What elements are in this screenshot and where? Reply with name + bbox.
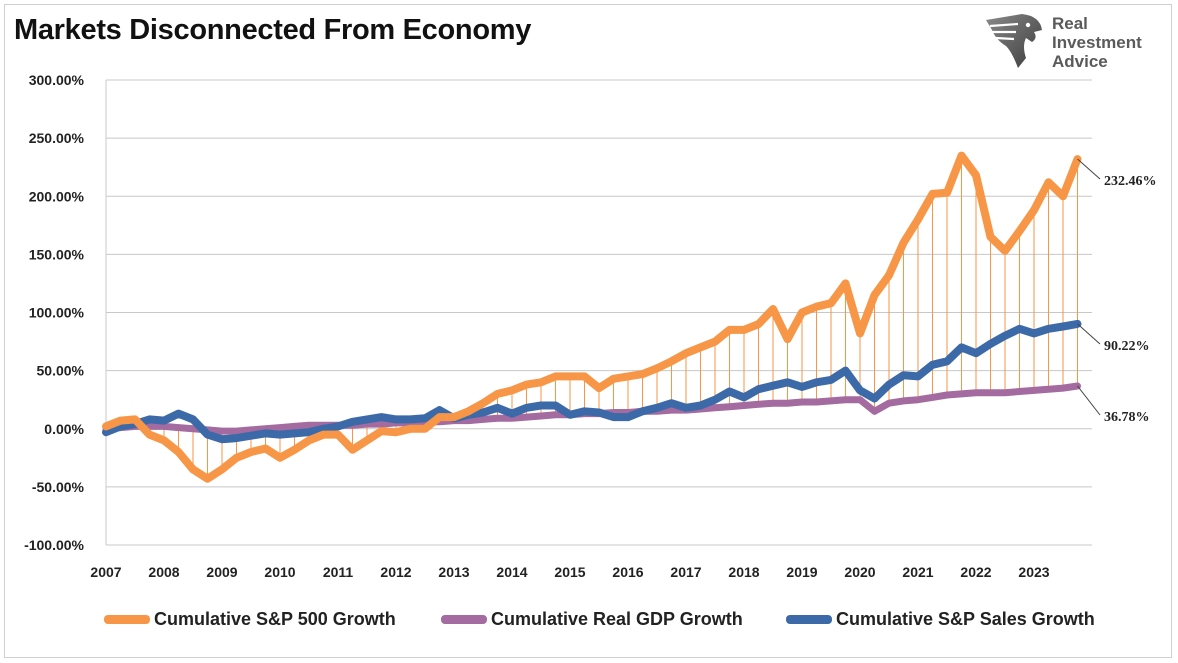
- x-tick-label: 2020: [844, 564, 875, 580]
- x-tick-label: 2016: [612, 564, 643, 580]
- legend-label: Cumulative S&P 500 Growth: [154, 608, 396, 629]
- legend-item: Cumulative S&P 500 Growth: [104, 604, 396, 634]
- x-tick-label: 2009: [206, 564, 237, 580]
- x-tick-label: 2021: [902, 564, 933, 580]
- logo-wordmark: Real Investment Advice: [1052, 14, 1142, 71]
- line-chart: -100.00% -50.00% 0.00% 50.00% 100.00% 150.00%…: [24, 72, 1157, 580]
- logo-line-3: Advice: [1052, 52, 1108, 71]
- x-tick-label: 2018: [728, 564, 759, 580]
- y-tick-label: 0.00%: [44, 421, 84, 437]
- chart-frame: [4, 4, 1172, 658]
- x-tick-label: 2023: [1018, 564, 1049, 580]
- end-label-gdp: 36.78%: [1104, 410, 1150, 425]
- leader-line: [1077, 158, 1101, 180]
- y-tick-label: 200.00%: [29, 188, 85, 204]
- legend-item: Cumulative Real GDP Growth: [441, 604, 743, 634]
- logo-line-2: Investment: [1052, 33, 1142, 52]
- logo-line-1: Real: [1052, 14, 1088, 33]
- x-tick-label: 2011: [323, 564, 354, 580]
- x-tick-label: 2012: [380, 564, 411, 580]
- x-tick-label: 2007: [90, 564, 121, 580]
- end-label-sales: 90.22%: [1104, 339, 1150, 354]
- legend-swatch: [104, 614, 150, 624]
- y-tick-label: 100.00%: [29, 305, 85, 321]
- legend-label: Cumulative S&P Sales Growth: [836, 608, 1095, 629]
- legend-item: Cumulative S&P Sales Growth: [786, 604, 1095, 634]
- series-line-sp500: [102, 151, 1082, 483]
- x-tick-label: 2019: [786, 564, 817, 580]
- series-line-sales: [102, 319, 1082, 444]
- x-tick-label: 2017: [670, 564, 701, 580]
- x-tick-label: 2013: [438, 564, 469, 580]
- x-tick-label: 2008: [148, 564, 179, 580]
- legend-swatch: [786, 614, 832, 624]
- end-label-sp500: 232.46%: [1104, 174, 1157, 189]
- y-tick-label: 250.00%: [29, 130, 85, 146]
- y-tick-label: -100.00%: [24, 537, 84, 553]
- eagle-head-icon: [986, 14, 1042, 68]
- x-tick-label: 2015: [554, 564, 585, 580]
- brand-logo: Real Investment Advice: [982, 12, 1162, 72]
- y-tick-label: -50.00%: [32, 479, 85, 495]
- x-tick-label: 2010: [264, 564, 295, 580]
- x-tick-label: 2022: [960, 564, 991, 580]
- y-tick-label: 50.00%: [37, 363, 85, 379]
- chart-title: Markets Disconnected From Economy: [14, 14, 532, 46]
- y-tick-label: 150.00%: [29, 246, 85, 262]
- legend-swatch: [441, 614, 487, 624]
- y-tick-label: 300.00%: [29, 72, 85, 88]
- legend-label: Cumulative Real GDP Growth: [491, 608, 743, 629]
- x-tick-label: 2014: [496, 564, 527, 580]
- leader-line: [1077, 323, 1101, 345]
- leader-line: [1077, 385, 1101, 416]
- chart-legend: Cumulative S&P 500 Growth Cumulative Real…: [0, 604, 1178, 634]
